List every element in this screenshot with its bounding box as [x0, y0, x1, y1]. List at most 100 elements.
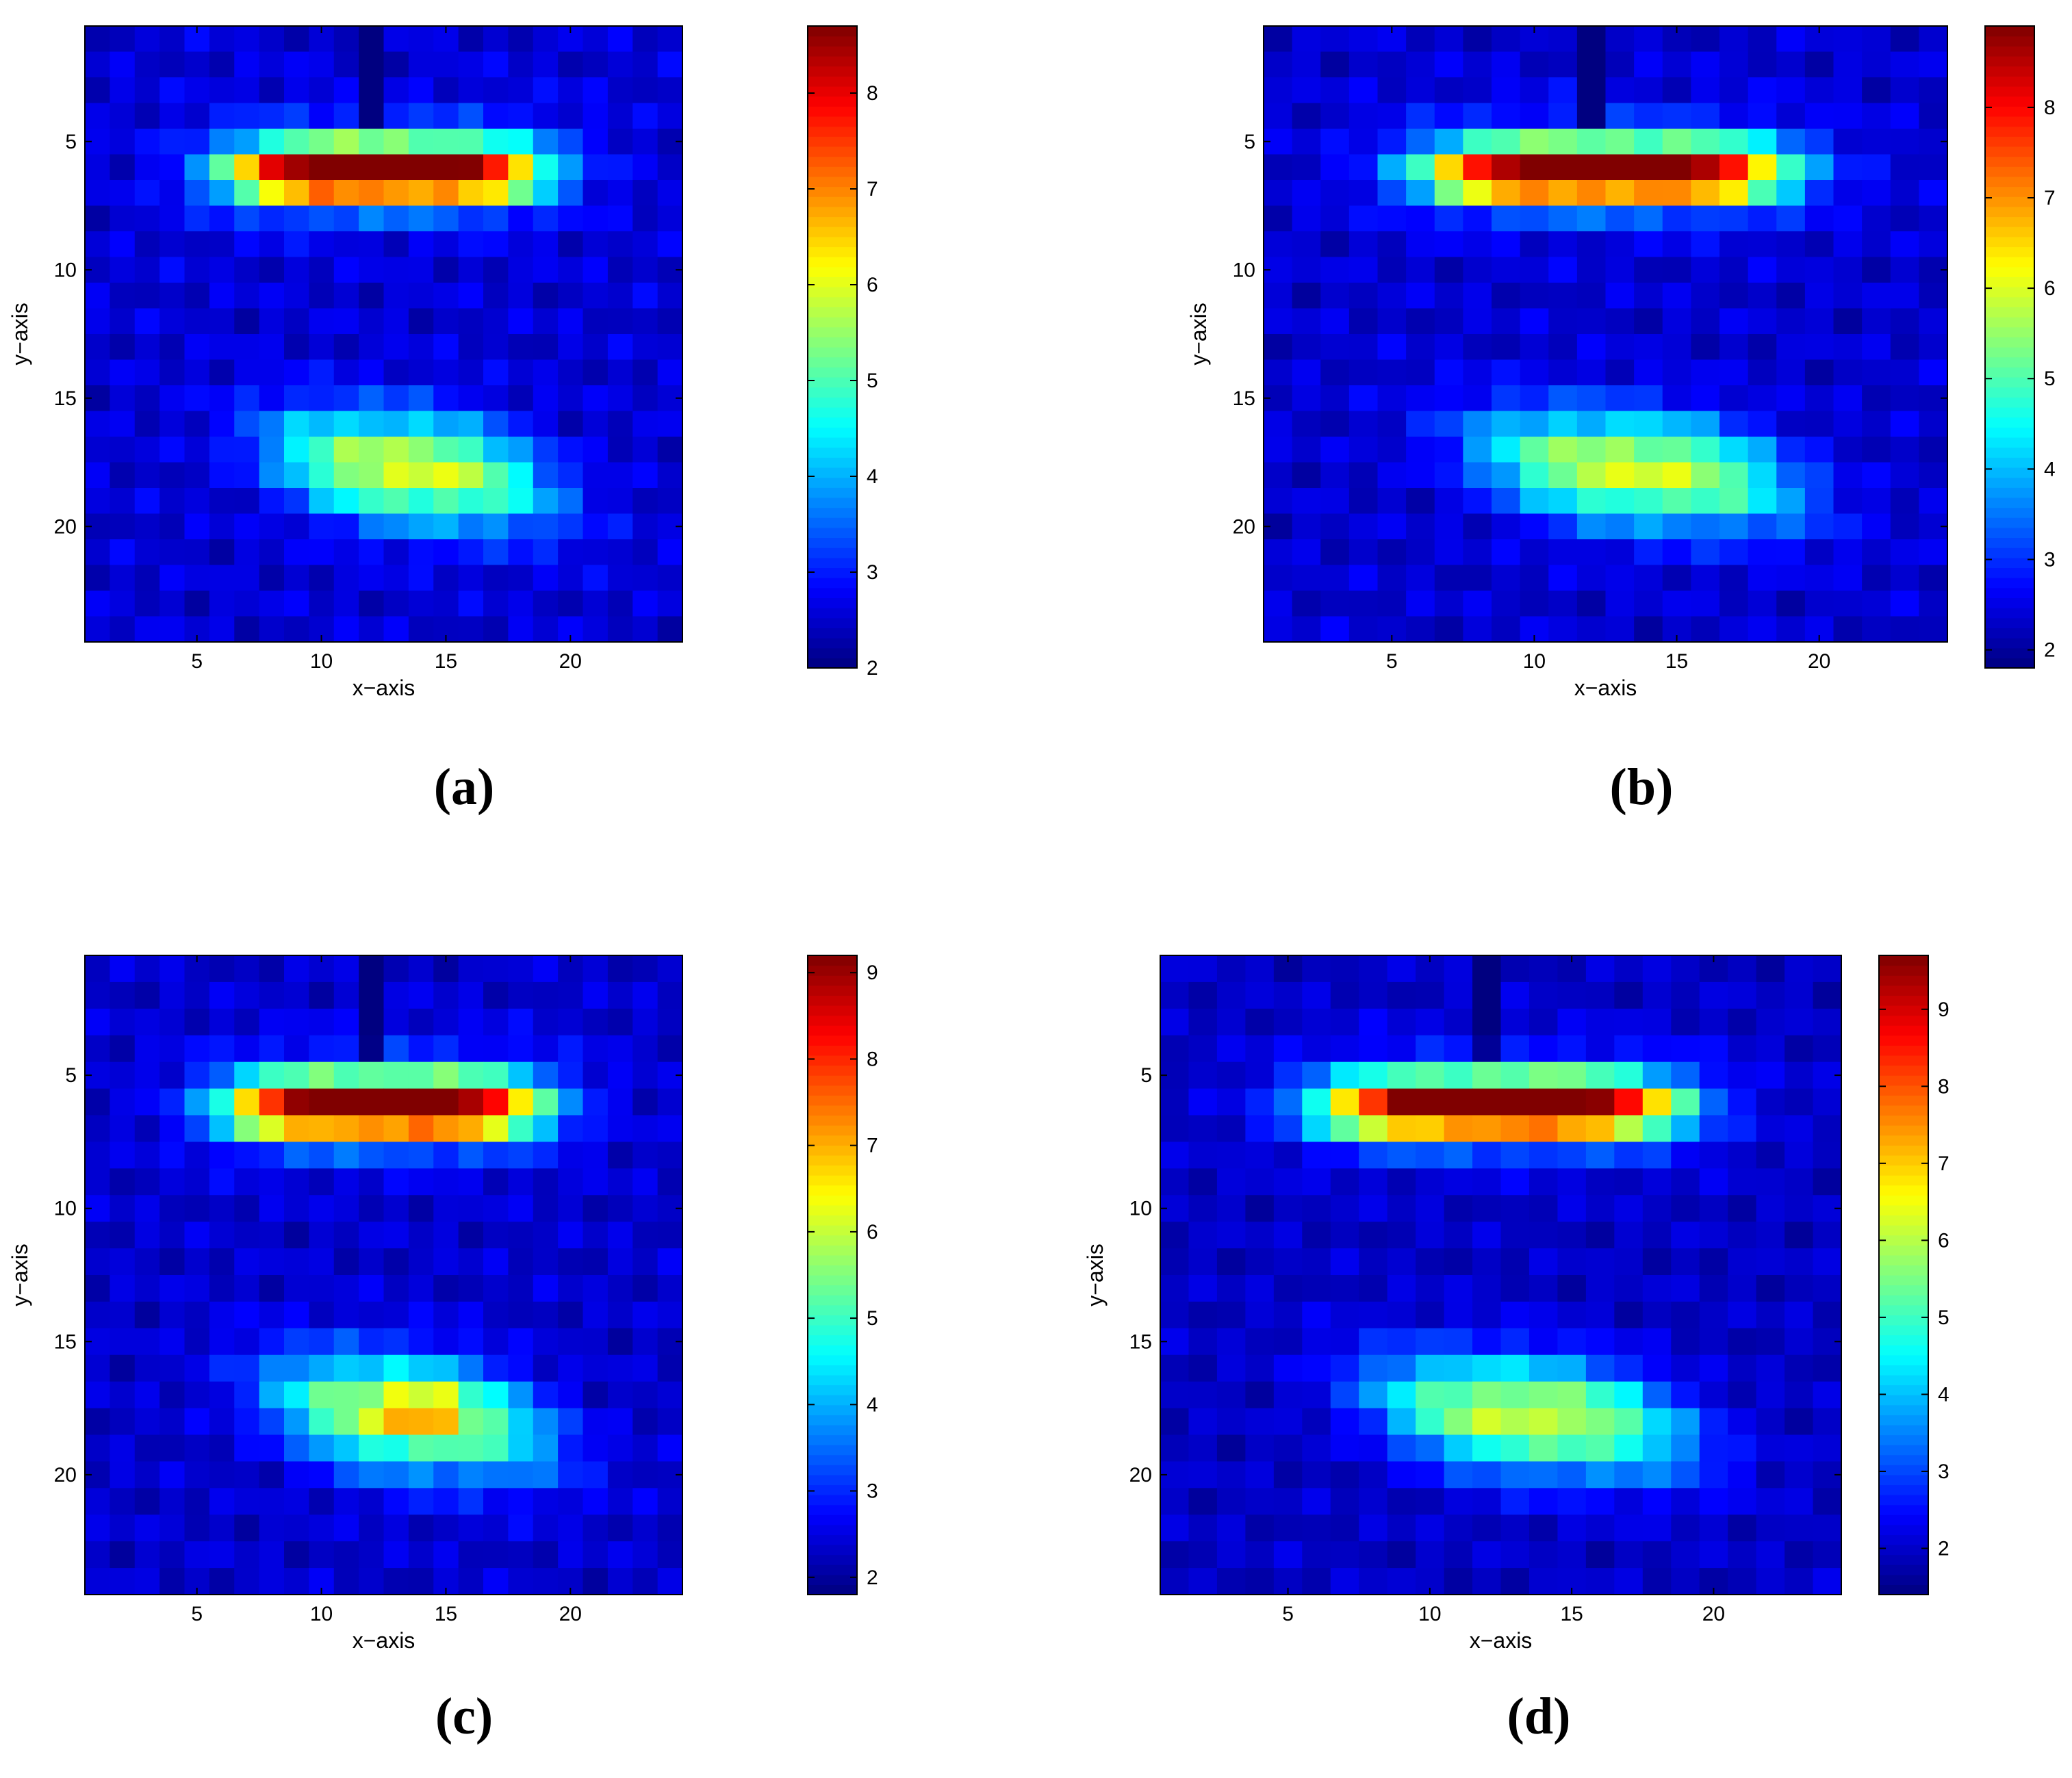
heatmap-cell — [1756, 1301, 1785, 1329]
heatmap-cell — [1273, 1115, 1303, 1143]
colorbar-step — [1879, 1225, 1928, 1236]
y-axis-label: y−axis — [1083, 1244, 1108, 1306]
heatmap-cell — [1833, 257, 1863, 283]
heatmap-cell — [1691, 334, 1720, 361]
heatmap-cell — [134, 1088, 160, 1116]
heatmap-cell — [1662, 231, 1691, 258]
heatmap-cell — [1377, 231, 1407, 258]
heatmap-cell — [1472, 1222, 1502, 1249]
heatmap-cell — [1748, 129, 1777, 155]
colorbar-step — [808, 86, 857, 97]
heatmap-cell — [433, 411, 459, 437]
heatmap-cell — [483, 1195, 509, 1222]
heatmap-cell — [1416, 981, 1445, 1009]
heatmap-cell — [110, 437, 136, 463]
heatmap-cell — [583, 1115, 609, 1143]
heatmap-cell — [159, 1142, 186, 1169]
heatmap-cell — [1302, 1328, 1331, 1356]
heatmap-cell — [1756, 1008, 1785, 1036]
heatmap-cell — [1216, 1488, 1246, 1515]
heatmap-cell — [433, 385, 459, 412]
heatmap-cell — [1833, 129, 1863, 155]
heatmap-cell — [1699, 981, 1728, 1009]
heatmap-cell — [1463, 488, 1492, 515]
heatmap-cell — [1406, 411, 1435, 437]
heatmap-cell — [607, 591, 633, 617]
heatmap-cell — [1160, 1434, 1190, 1463]
heatmap-cell — [1529, 1434, 1559, 1463]
heatmap-cell — [234, 1142, 260, 1169]
heatmap-cell — [1557, 1541, 1587, 1569]
heatmap-cell — [1642, 1488, 1672, 1515]
heatmap-cell — [1463, 231, 1492, 258]
colorbar-step — [1985, 447, 2034, 458]
heatmap-cell — [1890, 334, 1919, 361]
heatmap-cell — [209, 180, 235, 207]
colorbar-step — [808, 176, 857, 188]
heatmap-cell — [508, 616, 534, 643]
heatmap-cell — [159, 1328, 186, 1356]
heatmap-cell — [259, 1195, 285, 1222]
heatmap-cell — [1406, 257, 1435, 283]
heatmap-cell — [1548, 539, 1578, 566]
heatmap-cell — [234, 1328, 260, 1356]
heatmap-cell — [159, 1115, 186, 1143]
heatmap-cell — [383, 462, 409, 489]
heatmap-cell — [1813, 1248, 1842, 1276]
heatmap-cell — [1264, 462, 1293, 489]
heatmap-cell — [1245, 1434, 1275, 1463]
heatmap-cell — [1264, 231, 1293, 258]
heatmap-cell — [85, 1088, 110, 1116]
heatmap-cell — [558, 283, 584, 309]
heatmap-cell — [1634, 539, 1663, 566]
colorbar-tick-label: 2 — [867, 657, 878, 680]
heatmap-cell — [209, 308, 235, 335]
heatmap-cell — [1634, 488, 1663, 515]
heatmap-cell — [1330, 1088, 1359, 1116]
heatmap-cell — [1377, 103, 1407, 129]
heatmap-cell — [1605, 51, 1635, 78]
heatmap-cell — [284, 1142, 309, 1169]
heatmap-cell — [1416, 1408, 1445, 1436]
heatmap-cell — [1302, 1515, 1331, 1542]
heatmap-cell — [85, 154, 110, 181]
heatmap-cell — [1919, 437, 1948, 463]
heatmap-cell — [1748, 513, 1777, 540]
heatmap-cell — [259, 1301, 285, 1329]
heatmap-cell — [583, 1142, 609, 1169]
heatmap-cell — [1756, 1195, 1785, 1222]
heatmap-cell — [234, 955, 260, 983]
heatmap-cell — [458, 1142, 484, 1169]
heatmap-cell — [209, 1088, 235, 1116]
heatmap-cell — [1642, 1381, 1672, 1409]
heatmap-cell — [234, 154, 260, 181]
heatmap-cell — [1557, 1488, 1587, 1515]
heatmap-cell — [1529, 1461, 1559, 1489]
colorbar-step — [808, 527, 857, 539]
heatmap-cell — [1492, 231, 1521, 258]
heatmap-cell — [85, 539, 110, 566]
colorbar-step — [1879, 1445, 1928, 1456]
colorbar-step — [808, 337, 857, 348]
heatmap-cell — [1273, 1008, 1303, 1036]
x-ticks: 5 10 15 20 — [191, 26, 582, 673]
heatmap-cell — [657, 77, 683, 104]
colorbar-step — [808, 257, 857, 268]
heatmap-cell — [1416, 1195, 1445, 1222]
heatmap-cell — [1728, 1008, 1757, 1036]
heatmap-cell — [632, 1195, 658, 1222]
heatmap-cell — [1804, 51, 1834, 78]
heatmap-cell — [359, 1248, 385, 1276]
colorbar-step — [1879, 1215, 1928, 1226]
colorbar-step — [1985, 547, 2034, 558]
heatmap-cell — [359, 1088, 385, 1116]
heatmap-cell — [1472, 1381, 1502, 1409]
heatmap-cell — [1605, 359, 1635, 386]
colorbar-step — [1879, 1415, 1928, 1426]
heatmap-cell — [1614, 1354, 1643, 1382]
heatmap-cell — [209, 1168, 235, 1196]
heatmap-cell — [309, 565, 335, 591]
colorbar-step — [1985, 116, 2034, 127]
heatmap-cell — [1813, 1008, 1842, 1036]
heatmap-cell — [1492, 180, 1521, 207]
